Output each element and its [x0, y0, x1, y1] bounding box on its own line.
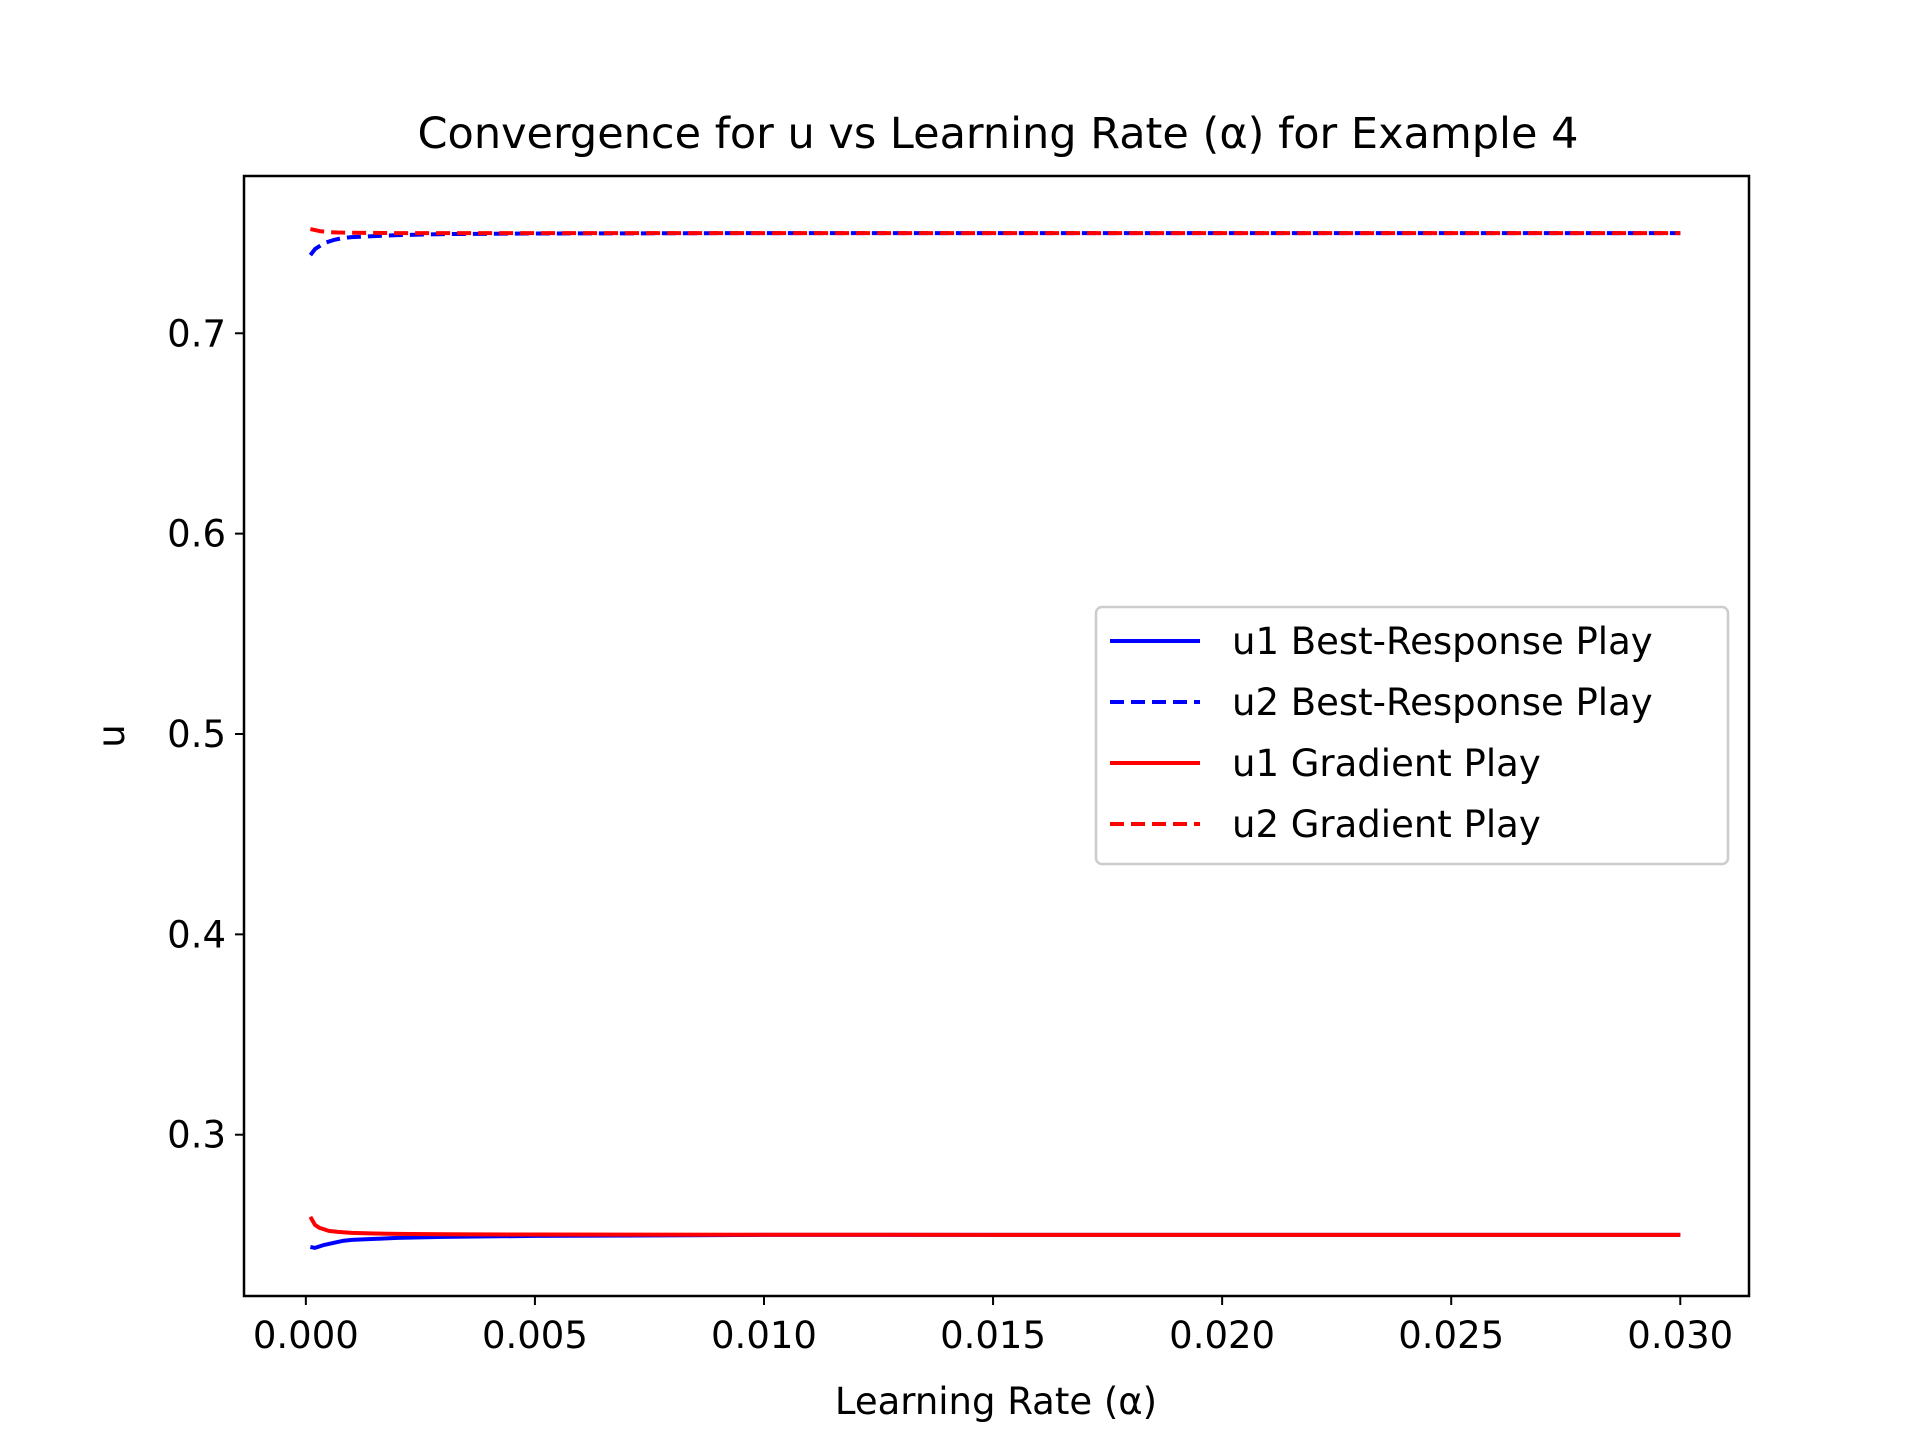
chart-title: Convergence for u vs Learning Rate (α) f…	[418, 109, 1579, 159]
series-line-2	[308, 231, 1681, 257]
y-axis-label: u	[90, 724, 133, 747]
legend: u1 Best-Response Play u2 Best-Response Pl…	[1094, 605, 1730, 866]
y-axis-ticks: 0.3 0.4 0.5 0.6 0.7	[167, 312, 244, 1157]
series-line-3	[308, 1215, 1681, 1237]
legend-box	[1094, 605, 1730, 866]
x-axis-ticks: 0.000 0.005 0.010 0.015 0.020 0.025 0.030	[253, 1296, 1733, 1357]
x-tick-label: 0.005	[482, 1314, 588, 1357]
x-tick-label: 0.030	[1627, 1314, 1733, 1357]
x-tick-label: 0.015	[940, 1314, 1046, 1357]
y-tick-label: 0.5	[167, 713, 226, 756]
x-tick-label: 0.010	[711, 1314, 817, 1357]
series-line-4	[309, 227, 1681, 236]
y-tick-label: 0.7	[167, 312, 226, 355]
series-layer	[308, 227, 1681, 1250]
legend-label-1: u1 Best-Response Play	[1232, 620, 1653, 663]
y-tick-label: 0.4	[167, 913, 226, 956]
x-tick-label: 0.025	[1398, 1314, 1504, 1357]
y-tick-label: 0.6	[167, 513, 226, 556]
x-axis-label: Learning Rate (α)	[835, 1380, 1157, 1423]
legend-label-2: u2 Best-Response Play	[1232, 681, 1653, 724]
legend-label-3: u1 Gradient Play	[1232, 742, 1541, 785]
x-tick-label: 0.000	[253, 1314, 359, 1357]
x-tick-label: 0.020	[1169, 1314, 1275, 1357]
legend-label-4: u2 Gradient Play	[1232, 803, 1541, 846]
y-tick-label: 0.3	[167, 1114, 226, 1157]
plot-area-frame	[242, 174, 1751, 1298]
